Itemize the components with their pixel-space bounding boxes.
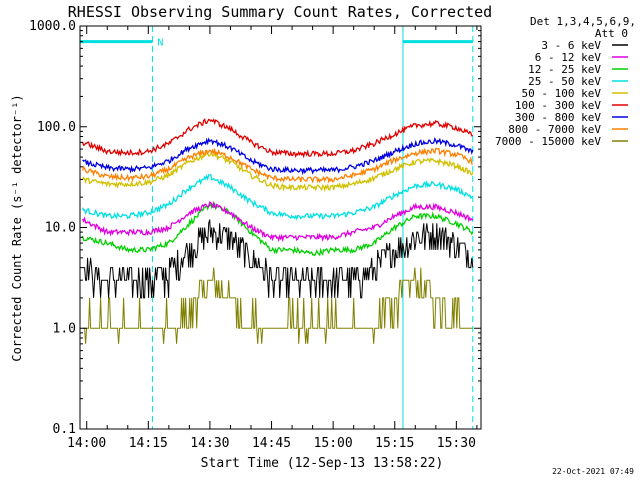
legend-entry: 6 - 12 keV xyxy=(535,51,602,64)
legend-entry: 12 - 25 keV xyxy=(528,63,601,76)
chart-title: RHESSI Observing Summary Count Rates, Co… xyxy=(68,3,492,21)
y-tick-label: 1000.0 xyxy=(29,19,76,34)
series-line xyxy=(81,147,473,184)
series-line xyxy=(81,173,474,221)
flag-label: N xyxy=(157,38,163,49)
legend-entry: 800 - 7000 keV xyxy=(508,123,601,136)
x-tick-label: 15:30 xyxy=(437,436,476,451)
series-line xyxy=(82,150,474,193)
x-axis-label: Start Time (12-Sep-13 13:58:22) xyxy=(201,456,444,471)
legend-entry: 50 - 100 keV xyxy=(522,87,602,100)
x-tick-label: 14:30 xyxy=(190,436,229,451)
legend-entry: 7000 - 15000 keV xyxy=(495,135,601,148)
y-tick-label: 0.1 xyxy=(53,422,76,437)
x-tick-label: 15:15 xyxy=(375,436,414,451)
y-axis-label: Corrected Count Rate (s⁻¹ detector⁻¹) xyxy=(10,94,24,361)
legend-entry: 3 - 6 keV xyxy=(541,39,601,52)
series-line xyxy=(82,137,474,176)
series-line xyxy=(82,267,473,344)
y-tick-label: 1.0 xyxy=(53,321,76,336)
legend-header-line-1: Det 1,3,4,5,6,9, xyxy=(530,15,636,28)
legend-entry: 100 - 300 keV xyxy=(515,99,601,112)
series-layer xyxy=(81,118,474,344)
x-tick-label: 15:00 xyxy=(314,436,353,451)
series-line xyxy=(82,200,474,243)
y-tick-label: 100.0 xyxy=(37,120,76,135)
series-line xyxy=(81,201,474,257)
footer-date: 22-Oct-2021 07:49 xyxy=(552,467,634,476)
x-tick-label: 14:45 xyxy=(252,436,291,451)
x-tick-label: 14:15 xyxy=(129,436,168,451)
legend-entry: 25 - 50 keV xyxy=(528,75,601,88)
y-tick-label: 10.0 xyxy=(45,221,76,236)
legend-entry: 300 - 800 keV xyxy=(515,111,601,124)
series-line xyxy=(82,219,474,299)
x-tick-label: 14:00 xyxy=(67,436,106,451)
axis-layer: 0.1 1.0 10.0 100.0 1000.0 14:00 14:15 14:30 14:4… xyxy=(29,19,481,451)
series-line xyxy=(81,118,474,159)
legend-header-line-2: Att 0 xyxy=(595,27,628,40)
